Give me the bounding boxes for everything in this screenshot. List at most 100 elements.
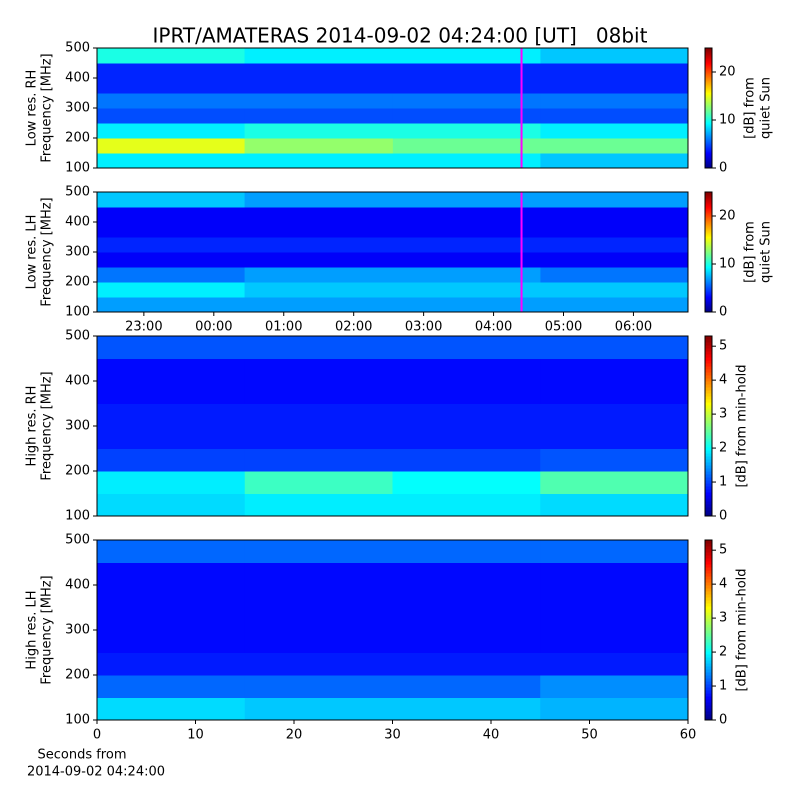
heatmap-cell xyxy=(244,471,393,494)
heatmap-cell xyxy=(392,403,541,427)
colorbar-step xyxy=(705,198,712,201)
colorbar-step xyxy=(705,501,712,505)
colorbar-step xyxy=(705,268,712,271)
colorbar-step xyxy=(705,429,712,433)
heatmap-cell xyxy=(392,138,541,154)
heatmap-cell xyxy=(244,358,393,382)
y-axis-label: Frequency [MHz] xyxy=(40,371,55,480)
heatmap-cell xyxy=(392,540,541,563)
colorbar-step xyxy=(705,140,712,143)
colorbar-step xyxy=(705,150,712,153)
colorbar-step xyxy=(705,214,712,217)
colorbar-step xyxy=(705,408,712,412)
colorbar-step xyxy=(705,396,712,400)
colorbar-step xyxy=(705,510,712,514)
colorbar-step xyxy=(705,302,712,305)
colorbar-step xyxy=(705,582,712,586)
colorbar-step xyxy=(705,228,712,231)
heatmap-cell xyxy=(97,282,246,298)
colorbar-step xyxy=(705,52,712,55)
colorbar-step xyxy=(705,298,712,301)
colorbar-step xyxy=(705,576,712,580)
colorbar-step xyxy=(705,132,712,135)
colorbar-step xyxy=(705,393,712,397)
heatmap-cell xyxy=(540,471,689,494)
heatmap-cell xyxy=(244,192,394,208)
colorbar-step xyxy=(705,50,712,53)
colorbar-step xyxy=(705,262,712,265)
y-tick-label: 100 xyxy=(65,713,90,728)
colorbar-step xyxy=(705,250,712,253)
heatmap-cell xyxy=(244,697,393,721)
y-tick-label: 100 xyxy=(65,305,90,320)
colorbar-tick-label: 4 xyxy=(719,373,727,388)
colorbar-step xyxy=(705,432,712,436)
colorbar-step xyxy=(705,660,712,664)
heatmap-cell xyxy=(244,540,393,563)
heatmap-cell xyxy=(392,282,541,298)
colorbar-step xyxy=(705,234,712,237)
heatmap-cell xyxy=(244,448,393,472)
colorbar-step xyxy=(705,420,712,424)
colorbar-tick-label: 1 xyxy=(719,679,727,694)
colorbar-frame xyxy=(704,539,713,721)
colorbar-step xyxy=(705,561,712,565)
colorbar-step xyxy=(705,399,712,403)
heatmap-cell xyxy=(244,403,393,427)
heatmap-cell xyxy=(97,607,246,631)
colorbar-step xyxy=(705,164,712,167)
colorbar-step xyxy=(705,585,712,589)
y-axis-label: Frequency [MHz] xyxy=(40,197,55,306)
colorbar-step xyxy=(705,232,712,235)
colorbar-step xyxy=(705,354,712,358)
colorbar-step xyxy=(705,64,712,67)
colorbar-step xyxy=(705,156,712,159)
heatmap-cell xyxy=(244,237,394,253)
colorbar-step xyxy=(705,558,712,562)
colorbar-step xyxy=(705,549,712,553)
heatmap-cell xyxy=(540,108,689,124)
colorbar-step xyxy=(705,588,712,592)
colorbar-step xyxy=(705,387,712,391)
colorbar-step xyxy=(705,278,712,281)
colorbar-step xyxy=(705,579,712,583)
y-axis-label: Frequency [MHz] xyxy=(40,575,55,684)
colorbar-step xyxy=(705,690,712,694)
colorbar-step xyxy=(705,642,712,646)
colorbar-step xyxy=(705,74,712,77)
colorbar-step xyxy=(705,80,712,83)
x-axis-label: 2014-09-02 04:24:00 xyxy=(27,765,165,780)
colorbar-step xyxy=(705,336,712,340)
colorbar-step xyxy=(705,142,712,145)
colorbar-step xyxy=(705,146,712,149)
colorbar-step xyxy=(705,456,712,460)
colorbar-step xyxy=(705,200,712,203)
heatmap-cell xyxy=(97,562,246,586)
x-tick-label: 04:00 xyxy=(475,320,512,335)
colorbar-step xyxy=(705,696,712,700)
colorbar-label: [dB] from min-hold xyxy=(735,364,750,487)
colorbar-step xyxy=(705,304,712,307)
colorbar-step xyxy=(705,378,712,382)
colorbar-step xyxy=(705,360,712,364)
colorbar-step xyxy=(705,124,712,127)
colorbar-step xyxy=(705,90,712,93)
colorbar-step xyxy=(705,296,712,299)
heatmap-cell xyxy=(244,138,394,154)
colorbar-step xyxy=(705,308,712,311)
heatmap-cell xyxy=(244,63,394,79)
colorbar-step xyxy=(705,288,712,291)
colorbar-step xyxy=(705,669,712,673)
colorbar-tick-label: 20 xyxy=(719,65,736,80)
heatmap-cell xyxy=(244,652,393,676)
colorbar-step xyxy=(705,342,712,346)
colorbar-step xyxy=(705,252,712,255)
heatmap-cell xyxy=(392,493,541,517)
colorbar-step xyxy=(705,630,712,634)
heatmap-cell xyxy=(97,123,246,139)
heatmap-cell xyxy=(392,358,541,382)
colorbar-step xyxy=(705,294,712,297)
colorbar-step xyxy=(705,672,712,676)
colorbar-step xyxy=(705,192,712,195)
